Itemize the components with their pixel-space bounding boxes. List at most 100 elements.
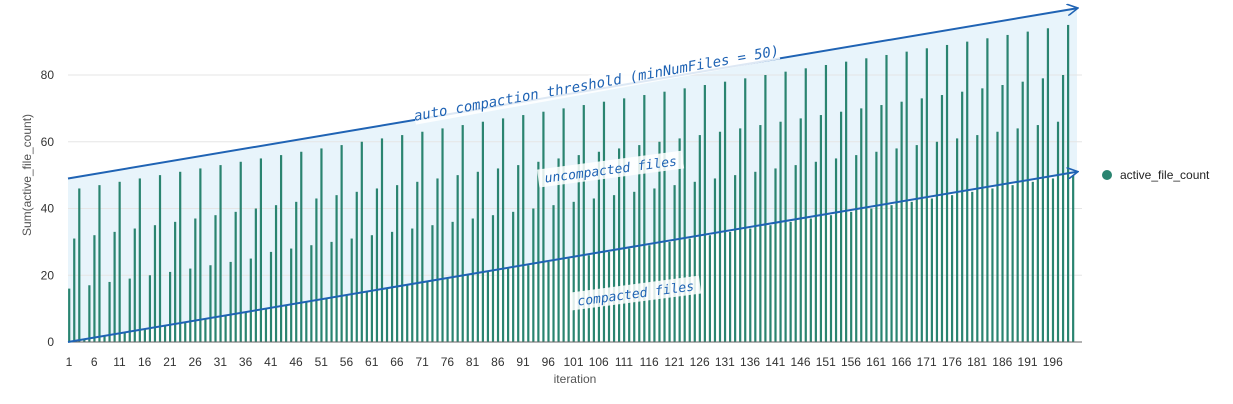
bar[interactable] [375,188,379,342]
bar[interactable] [199,168,202,342]
bar[interactable] [148,275,152,342]
bar[interactable] [1072,175,1075,343]
bar[interactable] [78,188,81,342]
bar[interactable] [708,235,712,342]
bar[interactable] [431,225,434,342]
bar[interactable] [1061,75,1065,342]
bar[interactable] [184,321,187,342]
bar[interactable] [285,305,288,342]
bar[interactable] [103,335,106,342]
bar[interactable] [83,338,86,342]
bar[interactable] [421,131,424,342]
bar[interactable] [527,265,530,342]
bar[interactable] [1067,24,1070,342]
bar[interactable] [295,201,298,342]
bar[interactable] [991,188,994,342]
bar[interactable] [214,215,217,342]
bar[interactable] [355,191,358,342]
bar[interactable] [466,275,469,342]
bar[interactable] [845,61,848,343]
bar[interactable] [229,261,232,342]
bar[interactable] [996,131,999,342]
bar[interactable] [269,251,273,342]
bar[interactable] [537,161,540,342]
bar[interactable] [123,331,126,342]
bar[interactable] [189,268,192,342]
bar[interactable] [370,235,373,342]
bar[interactable] [930,198,933,342]
bar[interactable] [335,195,338,342]
bar[interactable] [1001,85,1004,342]
bar[interactable] [512,211,515,342]
bar[interactable] [552,205,555,342]
bar[interactable] [330,241,333,343]
bar[interactable] [623,98,626,342]
bar[interactable] [476,171,479,342]
bar[interactable] [310,245,313,342]
bar[interactable] [739,128,742,342]
bar[interactable] [471,218,474,342]
bar[interactable] [809,218,812,342]
bar[interactable] [744,78,747,342]
bar[interactable] [340,145,343,342]
bar[interactable] [108,281,111,342]
bar[interactable] [779,121,782,342]
bar[interactable] [966,41,969,343]
bar[interactable] [875,151,878,342]
bar[interactable] [1021,81,1024,343]
bar[interactable] [1036,125,1039,342]
bar[interactable] [1051,178,1055,342]
bar[interactable] [618,148,621,342]
bar[interactable] [850,211,853,342]
bar[interactable] [219,165,222,342]
bar[interactable] [693,181,696,342]
bar[interactable] [764,75,767,342]
bar[interactable] [749,228,752,342]
bar[interactable] [597,151,601,342]
bar[interactable] [784,71,787,342]
bar[interactable] [209,265,212,342]
bar[interactable] [320,148,323,342]
bar[interactable] [794,165,797,342]
bar[interactable] [279,155,283,342]
bar[interactable] [401,135,404,342]
bar[interactable] [870,208,873,343]
bar[interactable] [274,205,278,342]
bar[interactable] [396,185,399,342]
bar[interactable] [325,298,328,342]
bar[interactable] [754,171,757,342]
bar[interactable] [612,195,616,342]
bar[interactable] [592,198,595,342]
bar[interactable] [491,215,495,342]
bar[interactable] [582,105,585,342]
bar[interactable] [239,161,242,342]
bar[interactable] [234,211,237,342]
bar[interactable] [138,178,141,342]
bar[interactable] [683,88,686,342]
bar[interactable] [956,138,959,342]
bar[interactable] [249,258,252,342]
bar[interactable] [194,218,197,342]
bar[interactable] [496,168,500,342]
bar[interactable] [734,175,737,343]
bar[interactable] [315,198,318,342]
bar[interactable] [653,188,656,342]
bar[interactable] [436,178,439,342]
bar[interactable] [940,95,944,342]
bar[interactable] [557,158,560,342]
bar[interactable] [895,148,898,342]
bar[interactable] [486,271,490,342]
bar[interactable] [799,118,802,342]
bar[interactable] [98,185,101,342]
bar[interactable] [885,54,888,342]
bar[interactable] [461,125,464,342]
bar[interactable] [350,238,353,342]
bar[interactable] [865,58,868,343]
bar[interactable] [174,221,177,342]
bar[interactable] [824,64,828,343]
bar[interactable] [113,231,116,342]
bar[interactable] [633,191,636,342]
bar[interactable] [920,98,923,342]
bar[interactable] [804,68,807,342]
bar[interactable] [204,318,207,342]
